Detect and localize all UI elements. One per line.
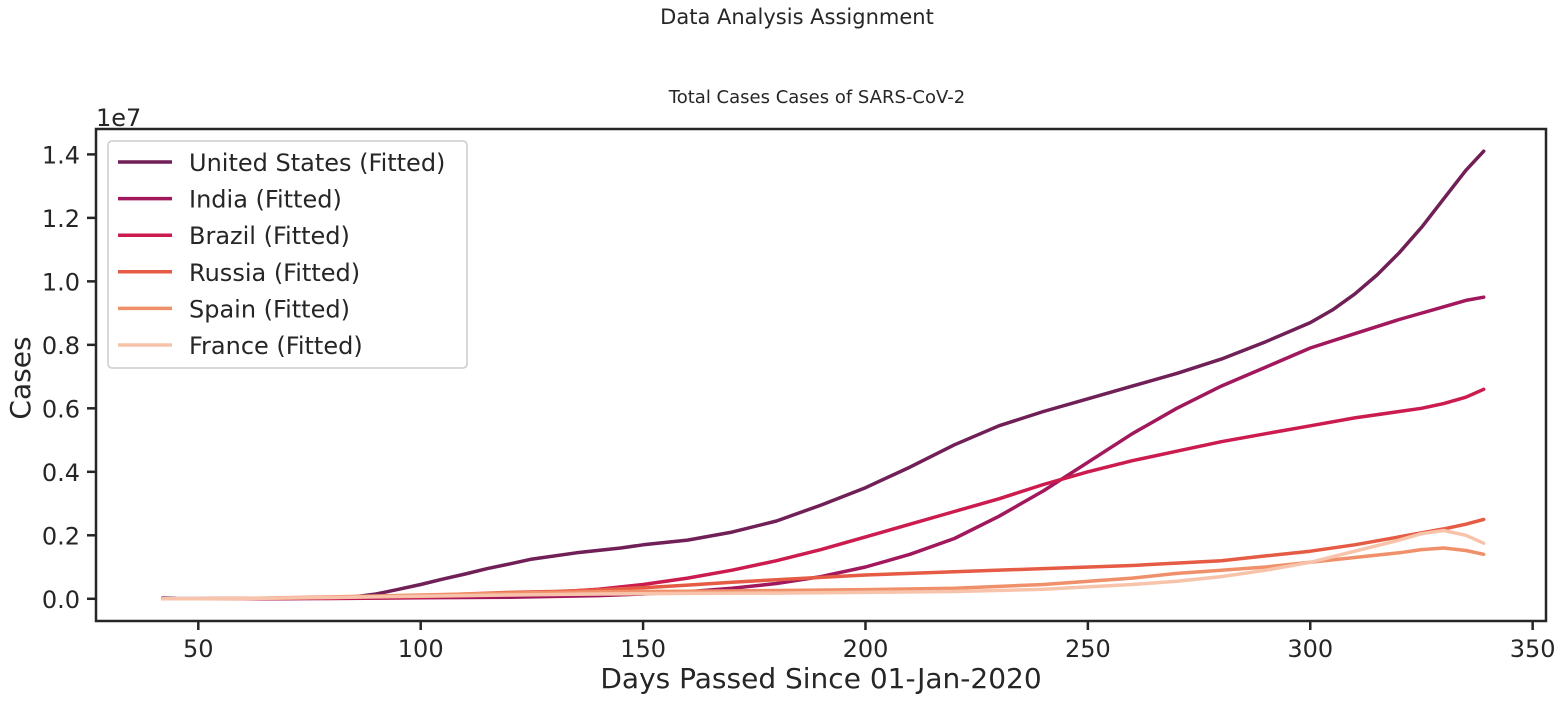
chart-title: Total Cases Cases of SARS-CoV-2 (668, 87, 965, 108)
x-tick-label: 100 (398, 635, 444, 663)
x-axis-label: Days Passed Since 01-Jan-2020 (600, 662, 1041, 695)
y-axis-ticks: 0.0 0.2 0.4 0.6 0.8 1.0 1.2 1.4 (42, 141, 96, 614)
y-tick-label: 0.4 (42, 459, 80, 487)
y-tick-label: 0.8 (42, 332, 80, 360)
legend-label-2: Brazil (Fitted) (189, 222, 350, 250)
series-layer (160, 149, 1486, 601)
x-tick-label: 50 (183, 635, 214, 663)
legend-label-5: France (Fitted) (189, 332, 363, 360)
legend-label-1: India (Fitted) (189, 186, 342, 214)
y-tick-label: 0.6 (42, 395, 80, 423)
legend-label-0: United States (Fitted) (189, 149, 445, 177)
y-tick-label: 1.4 (42, 141, 80, 169)
y-axis-offset-label: 1e7 (96, 104, 141, 132)
y-tick-label: 0.2 (42, 522, 80, 550)
legend-label-3: Russia (Fitted) (189, 259, 360, 287)
x-tick-label: 300 (1287, 635, 1333, 663)
series-line-0 (160, 149, 1486, 601)
legend-label-4: Spain (Fitted) (189, 295, 350, 323)
x-tick-label: 200 (843, 635, 889, 663)
x-tick-label: 150 (620, 635, 666, 663)
y-tick-label: 0.0 (42, 586, 80, 614)
series-line-3 (160, 517, 1486, 601)
y-tick-label: 1.0 (42, 268, 80, 296)
x-tick-label: 250 (1065, 635, 1111, 663)
x-tick-label: 350 (1510, 635, 1556, 663)
plot-area-frame (94, 127, 1548, 623)
series-line-5 (160, 528, 1486, 601)
legend-box (107, 140, 468, 369)
figure-supertitle: Data Analysis Assignment (660, 5, 934, 29)
legend: United States (Fitted) India (Fitted) Braz… (107, 140, 468, 369)
x-axis-ticks: 50 100 150 200 250 300 350 (183, 621, 1556, 663)
y-axis-label: Cases (4, 336, 37, 419)
y-tick-label: 1.2 (42, 205, 80, 233)
